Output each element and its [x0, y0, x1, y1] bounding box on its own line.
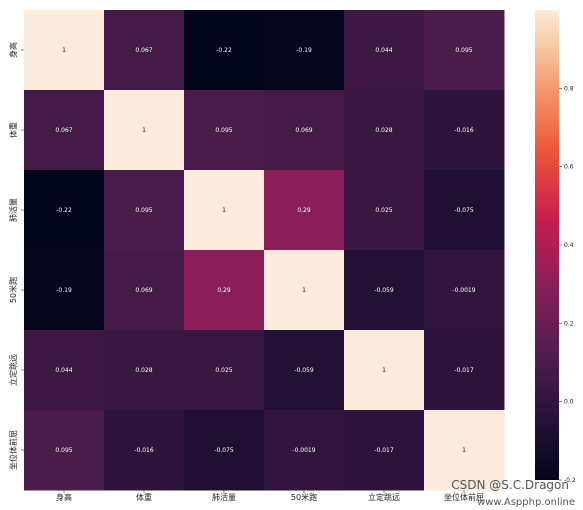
x-tick-label: 立定跳远	[368, 492, 400, 502]
heatmap-cell	[24, 250, 105, 331]
heatmap-cell-label: -0.19	[56, 287, 72, 294]
heatmap-cell	[104, 90, 185, 171]
heatmap-cell	[104, 410, 185, 491]
heatmap-cell-label: 0.095	[215, 127, 232, 134]
heatmap-cell-label: 0.025	[375, 207, 392, 214]
heatmap-cell	[184, 90, 265, 171]
colorbar-ticks: -0.2 0.0 0.2 0.4 0.6 0.8	[559, 85, 576, 484]
y-tick-label: 50米跑	[8, 277, 18, 303]
heatmap-cell-label: 0.069	[295, 127, 312, 134]
watermark-csdn: CSDN @S.C.Dragon	[451, 478, 569, 492]
heatmap-cell-label: -0.059	[374, 287, 394, 294]
colorbar-tick-label: 0.0	[564, 399, 574, 406]
heatmap-cell-label: -0.075	[214, 447, 234, 454]
heatmap-cell	[424, 90, 505, 171]
heatmap-cell-label: 0.067	[55, 127, 72, 134]
heatmap-cell	[264, 170, 345, 251]
heatmap-cell-label: 0.095	[135, 207, 152, 214]
colorbar-tick-label: 0.4	[564, 242, 574, 249]
heatmap-cell	[264, 90, 345, 171]
heatmap-cell-label: -0.017	[454, 367, 474, 374]
heatmap-cell-label: -0.19	[296, 47, 312, 54]
x-tick-label: 肺活量	[212, 492, 236, 502]
heatmap-cell	[264, 330, 345, 411]
heatmap-cell	[344, 90, 425, 171]
y-tick-label: 肺活量	[8, 198, 18, 222]
heatmap-cell-label: 0.028	[375, 127, 392, 134]
heatmap-cell-label: -0.059	[294, 367, 314, 374]
heatmap-cell-label: -0.22	[56, 207, 72, 214]
heatmap-cell	[344, 410, 425, 491]
colorbar-tick-label: 0.6	[564, 164, 574, 171]
heatmap-cell-label: 0.095	[55, 447, 72, 454]
heatmap-cell	[24, 90, 105, 171]
heatmap-cell	[184, 250, 265, 331]
heatmap-cell-label: -0.22	[216, 47, 232, 54]
heatmap-cell-label: 0.069	[135, 287, 152, 294]
colorbar-tick-label: 0.8	[564, 85, 574, 92]
heatmap-cell-label: 0.067	[135, 47, 152, 54]
heatmap-cell-label: -0.0019	[292, 447, 315, 454]
heatmap-cell-label: 1	[382, 367, 386, 374]
heatmap-cells	[24, 10, 505, 491]
heatmap-cell	[184, 10, 265, 91]
heatmap-cell-labels: 1 0.067 -0.22 -0.19 0.044 0.095 0.067 1 0.095 0.0…	[55, 47, 475, 454]
heatmap-cell	[184, 170, 265, 251]
x-tick-label: 身高	[56, 492, 72, 502]
x-tick-label: 坐位体前屈	[444, 492, 484, 502]
heatmap-cell-label: 0.028	[135, 367, 152, 374]
heatmap-cell-label: 0.29	[217, 287, 231, 294]
heatmap-cell-label: -0.016	[454, 127, 474, 134]
heatmap-cell-label: 0.095	[455, 47, 472, 54]
heatmap-cell-label: -0.017	[374, 447, 394, 454]
heatmap-cell	[424, 10, 505, 91]
heatmap-cell	[104, 250, 185, 331]
colorbar-tick-label: -0.2	[564, 477, 576, 484]
heatmap-cell-label: 1	[462, 447, 466, 454]
heatmap-cell	[104, 170, 185, 251]
heatmap-cell	[424, 170, 505, 251]
heatmap-cell-label: 0.044	[55, 367, 72, 374]
heatmap-cell-label: 0.044	[375, 47, 392, 54]
colorbar	[535, 10, 559, 480]
heatmap-cell	[184, 330, 265, 411]
heatmap-cell	[424, 250, 505, 331]
y-tick-label: 体重	[8, 122, 18, 138]
heatmap-cell	[104, 330, 185, 411]
heatmap-cell	[24, 330, 105, 411]
heatmap-cell	[24, 410, 105, 491]
y-tick-label: 坐位体前屈	[8, 430, 18, 470]
heatmap-cell-label: 1	[62, 47, 66, 54]
heatmap-cell	[424, 410, 505, 491]
x-axis-tick-labels: 身高 体重 肺活量 50米跑 立定跳远 坐位体前屈	[56, 490, 484, 502]
y-tick-label: 立定跳远	[8, 354, 18, 386]
heatmap-cell	[344, 250, 425, 331]
heatmap-cell-label: 0.025	[215, 367, 232, 374]
heatmap-cell	[424, 330, 505, 411]
heatmap-cell-label: -0.0019	[452, 287, 475, 294]
y-tick-label: 身高	[8, 42, 18, 58]
heatmap-cell-label: 1	[222, 207, 226, 214]
heatmap-cell	[24, 10, 105, 91]
heatmap-cell	[264, 250, 345, 331]
heatmap-cell-label: 1	[302, 287, 306, 294]
heatmap-cell	[344, 170, 425, 251]
x-tick-label: 体重	[136, 492, 152, 502]
watermark-site: www.Aspphp.online	[477, 497, 575, 508]
heatmap-cell	[344, 330, 425, 411]
heatmap-cell	[264, 410, 345, 491]
heatmap-cell	[184, 410, 265, 491]
heatmap-cell-label: 1	[142, 127, 146, 134]
heatmap-cell-label: 0.29	[297, 207, 311, 214]
heatmap-cell	[264, 10, 345, 91]
heatmap-cell-label: -0.016	[134, 447, 154, 454]
heatmap-cell	[24, 170, 105, 251]
x-tick-label: 50米跑	[291, 492, 317, 502]
heatmap-cell	[344, 10, 425, 91]
colorbar-tick-label: 0.2	[564, 320, 574, 327]
heatmap-cell	[104, 10, 185, 91]
heatmap-cell-label: -0.075	[454, 207, 474, 214]
